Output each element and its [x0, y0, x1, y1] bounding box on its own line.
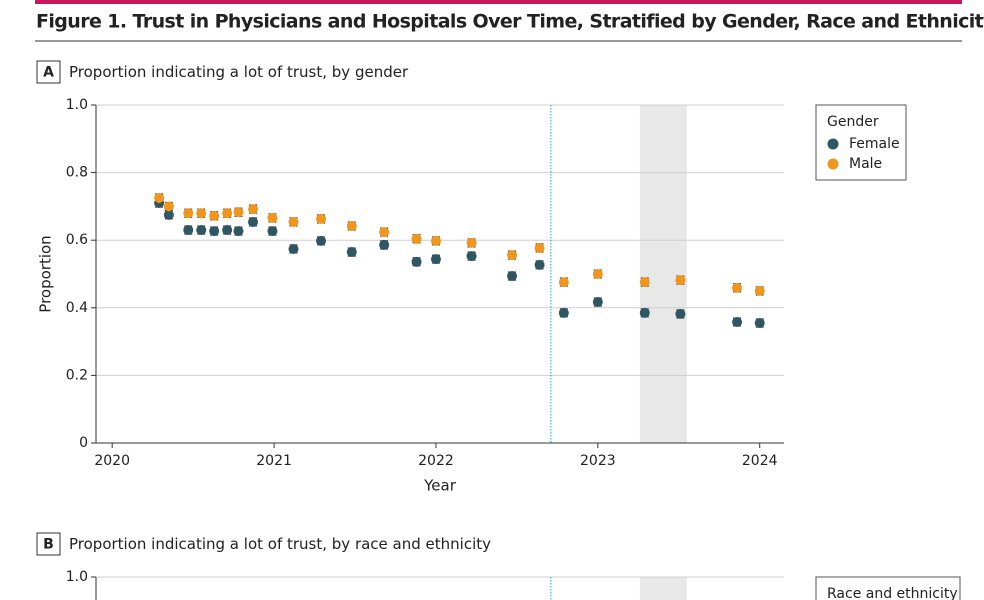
data-point: [675, 275, 686, 286]
panel-title: Proportion indicating a lot of trust, by…: [69, 535, 491, 553]
y-tick-label: 0: [79, 435, 88, 451]
data-point: [534, 259, 545, 270]
data-point: [558, 277, 569, 288]
data-point: [732, 282, 743, 293]
data-point: [163, 209, 174, 220]
data-point: [316, 235, 327, 246]
y-tick-label: 1.0: [66, 569, 88, 585]
data-point: [209, 226, 220, 237]
data-point: [222, 208, 233, 219]
legend-title: Race and ethnicity: [827, 586, 958, 600]
y-axis-title: Proportion: [37, 235, 55, 312]
panel-label-box: [36, 532, 61, 556]
panel-label: A: [43, 65, 54, 81]
data-point: [411, 256, 422, 267]
data-point: [154, 192, 165, 203]
legend-swatch: [827, 138, 839, 150]
data-point: [379, 239, 390, 250]
data-point: [248, 204, 259, 215]
data-point: [675, 308, 686, 319]
data-point: [233, 226, 244, 237]
y-tick-label: 1.0: [66, 97, 88, 113]
data-point: [507, 250, 518, 261]
data-point: [466, 237, 477, 248]
data-point: [183, 225, 194, 236]
legend-box: [815, 576, 961, 600]
y-tick-label: 0.4: [66, 300, 88, 316]
x-tick-label: 2022: [418, 453, 454, 469]
panel-label: B: [43, 537, 54, 553]
data-point: [639, 307, 650, 318]
data-point: [346, 247, 357, 258]
data-point: [248, 216, 259, 227]
data-point: [507, 271, 518, 282]
data-point: [196, 208, 207, 219]
data-point: [592, 269, 603, 279]
data-point: [592, 297, 603, 308]
data-point: [316, 213, 327, 224]
data-point: [430, 235, 441, 246]
data-point: [163, 201, 174, 212]
data-point: [346, 221, 357, 232]
shaded-period: [639, 105, 687, 443]
data-point: [754, 318, 765, 329]
data-point: [222, 225, 233, 236]
x-tick-label: 2024: [742, 453, 778, 469]
legend-label: Male: [849, 156, 882, 172]
data-point: [558, 307, 569, 318]
data-point: [267, 226, 278, 237]
panel-label-box: [36, 60, 61, 84]
panel-title: Proportion indicating a lot of trust, by…: [69, 63, 409, 81]
legend-swatch: [827, 158, 839, 170]
data-point: [233, 207, 244, 218]
data-point: [466, 251, 477, 262]
legend-label: Female: [849, 136, 900, 152]
top-bar: [35, 0, 962, 4]
x-tick-label: 2023: [580, 453, 616, 469]
data-point: [411, 233, 422, 244]
y-tick-label: 0.8: [66, 165, 88, 181]
data-point: [430, 254, 441, 265]
data-point: [288, 216, 299, 227]
data-point: [267, 212, 278, 223]
data-point: [534, 242, 545, 253]
data-point: [732, 316, 743, 327]
data-point: [639, 277, 650, 288]
legend-title: Gender: [827, 114, 879, 130]
data-point: [288, 243, 299, 254]
data-point: [209, 210, 220, 221]
shaded-period: [639, 577, 687, 600]
data-point: [379, 227, 390, 238]
figure-title: Figure 1. Trust in Physicians and Hospit…: [36, 11, 984, 33]
x-axis-title: Year: [423, 477, 457, 495]
y-tick-label: 0.2: [66, 367, 88, 383]
x-tick-label: 2021: [256, 453, 292, 469]
y-tick-label: 0.6: [66, 232, 88, 248]
data-point: [754, 285, 765, 296]
x-tick-label: 2020: [94, 453, 130, 469]
data-point: [196, 225, 207, 236]
data-point: [183, 208, 194, 219]
